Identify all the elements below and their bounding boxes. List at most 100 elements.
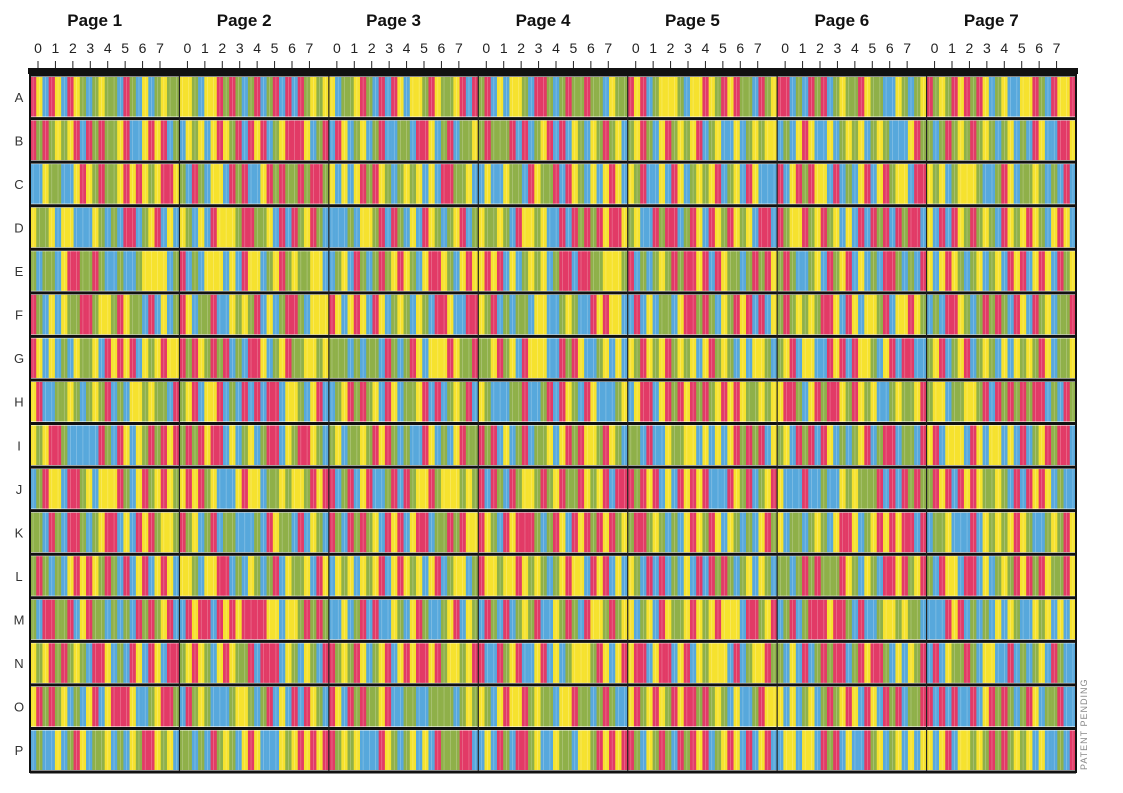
color-stripe — [61, 77, 68, 117]
color-stripe — [870, 381, 878, 422]
color-stripe — [907, 338, 915, 378]
color-stripe — [951, 251, 959, 291]
color-stripe — [858, 599, 865, 640]
color-stripe — [434, 207, 442, 248]
color-stripe — [428, 120, 436, 161]
color-stripe — [889, 251, 896, 291]
color-stripe — [61, 643, 68, 683]
color-stripe — [920, 77, 927, 117]
color-stripe — [721, 207, 728, 248]
color-stripe — [540, 120, 548, 161]
color-stripe — [198, 120, 205, 161]
color-stripe — [30, 207, 37, 248]
color-stripe — [746, 599, 753, 640]
color-stripe — [671, 643, 678, 683]
color-stripe — [198, 294, 205, 335]
color-stripe — [129, 643, 137, 683]
color-stripe — [851, 556, 859, 596]
color-stripe — [951, 469, 959, 509]
color-stripe — [484, 338, 492, 378]
color-stripe — [465, 120, 473, 161]
color-stripe — [845, 381, 853, 422]
column-digit: 2 — [816, 40, 824, 56]
color-stripe — [160, 207, 168, 248]
color-stripe — [633, 599, 641, 640]
color-stripe — [889, 294, 896, 335]
color-stripe — [851, 599, 859, 640]
color-stripe — [148, 207, 155, 248]
color-stripe — [814, 120, 822, 161]
color-stripe — [465, 425, 473, 466]
color-stripe — [453, 338, 460, 378]
color-stripe — [577, 207, 585, 248]
color-stripe — [1069, 643, 1077, 683]
color-stripe — [148, 338, 155, 378]
color-stripe — [73, 469, 81, 509]
color-stripe — [316, 294, 323, 335]
color-stripe — [179, 556, 186, 596]
color-stripe — [397, 469, 404, 509]
color-stripe — [1001, 643, 1008, 683]
color-stripe — [472, 207, 479, 248]
color-stripe — [876, 120, 884, 161]
color-stripe — [378, 425, 386, 466]
color-stripe — [920, 512, 927, 553]
color-stripe — [565, 381, 572, 422]
color-stripe — [546, 294, 554, 335]
color-stripe — [272, 77, 280, 117]
color-stripe — [627, 469, 635, 509]
color-stripe — [633, 556, 641, 596]
color-stripe — [671, 469, 678, 509]
color-stripe — [198, 686, 205, 727]
column-digit: 5 — [271, 40, 279, 56]
color-stripe — [61, 120, 68, 161]
color-stripe — [739, 599, 747, 640]
color-stripe — [509, 77, 516, 117]
color-stripe — [889, 164, 896, 204]
color-stripe — [104, 294, 112, 335]
color-stripe — [73, 120, 81, 161]
color-stripe — [914, 599, 921, 640]
color-stripe — [117, 686, 124, 727]
color-stripe — [945, 556, 952, 596]
color-stripe — [191, 164, 199, 204]
color-stripe — [310, 425, 317, 466]
color-stripe — [683, 251, 691, 291]
color-stripe — [534, 425, 541, 466]
color-stripe — [36, 556, 43, 596]
color-stripe — [988, 599, 996, 640]
color-stripe — [870, 556, 878, 596]
color-stripe — [79, 512, 87, 553]
color-stripe — [833, 381, 840, 422]
color-stripe — [229, 251, 236, 291]
color-stripe — [683, 512, 691, 553]
color-stripe — [341, 469, 348, 509]
color-stripe — [235, 556, 242, 596]
color-stripe — [409, 207, 417, 248]
color-stripe — [98, 251, 106, 291]
color-stripe — [160, 643, 168, 683]
color-stripe — [160, 381, 168, 422]
color-stripe — [858, 425, 865, 466]
color-stripe — [665, 77, 672, 117]
color-stripe — [509, 599, 516, 640]
color-stripe — [689, 120, 697, 161]
color-stripe — [571, 207, 579, 248]
color-stripe — [391, 251, 398, 291]
color-stripe — [889, 425, 896, 466]
color-stripe — [384, 120, 392, 161]
color-stripe — [310, 294, 317, 335]
color-stripe — [73, 164, 81, 204]
color-stripe — [658, 556, 666, 596]
color-stripe — [247, 164, 255, 204]
color-stripe — [609, 294, 616, 335]
color-stripe — [328, 381, 336, 422]
color-stripe — [1007, 643, 1015, 683]
color-stripe — [1069, 77, 1077, 117]
color-stripe — [204, 207, 211, 248]
color-stripe — [229, 338, 236, 378]
color-stripe — [814, 381, 822, 422]
color-stripe — [677, 469, 685, 509]
color-stripe — [328, 643, 336, 683]
color-stripe — [858, 643, 865, 683]
